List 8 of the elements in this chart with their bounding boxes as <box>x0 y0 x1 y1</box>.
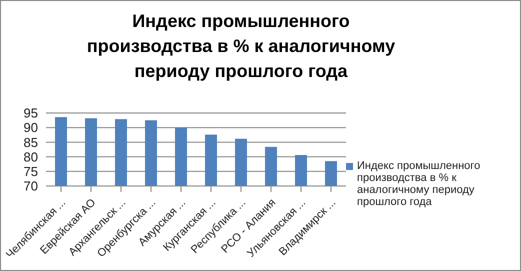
y-tick-label: 80 <box>24 149 38 164</box>
y-tick-label: 70 <box>24 178 38 194</box>
y-tick-label: 90 <box>24 120 38 136</box>
chart-title: Индекс промышленного производства в % к аналогичному периоду прошлого года <box>86 10 396 83</box>
y-tick-label: 85 <box>24 134 38 150</box>
y-tick-label: 95 <box>24 106 38 121</box>
legend-label: Индекс промышленного производства в % к аналогичному периоду прошлого года <box>357 160 482 208</box>
y-tick-label: 75 <box>24 164 38 180</box>
